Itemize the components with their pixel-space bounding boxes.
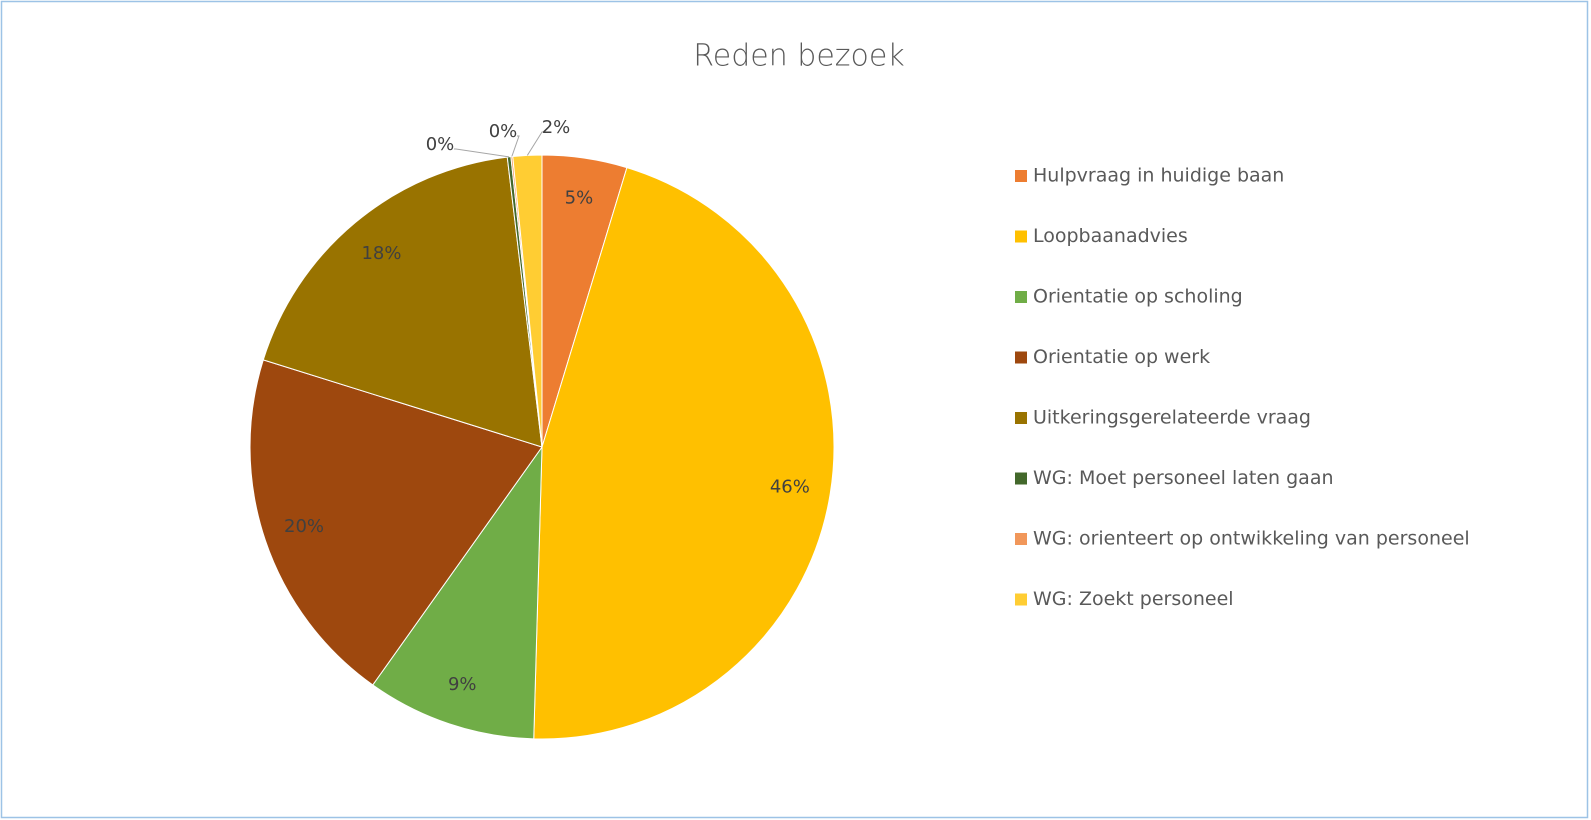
leader-line (526, 131, 544, 156)
leader-line (454, 148, 510, 158)
data-label: 0% (489, 121, 518, 142)
legend-swatch (1015, 170, 1027, 182)
pie-slice (249, 359, 543, 686)
pie-slice (372, 445, 543, 740)
legend-label: Orientatie op werk (1033, 346, 1210, 368)
data-label: 18% (361, 243, 401, 264)
chart-title: Reden bezoek (693, 39, 904, 74)
data-label: 0% (426, 134, 455, 155)
leader-line (511, 135, 520, 157)
data-label: 20% (284, 516, 324, 537)
legend-swatch (1015, 593, 1027, 606)
legend-label: Loopbaanadvies (1033, 225, 1188, 247)
legend-label: WG: Zoekt personeel (1033, 588, 1234, 610)
legend-label: Orientatie op scholing (1033, 286, 1243, 308)
legend-swatch (1015, 230, 1027, 243)
legend-label: WG: orienteert op ontwikkeling van perso… (1033, 528, 1470, 550)
data-label: 9% (448, 674, 477, 695)
pie-slice (262, 156, 543, 448)
pie-slice (533, 166, 835, 740)
legend-swatch (1015, 472, 1027, 485)
legend-swatch (1015, 351, 1027, 364)
legend-swatch (1015, 533, 1027, 545)
data-label: 2% (542, 117, 571, 138)
data-label: 5% (565, 188, 594, 209)
legend-label: Hulpvraag in huidige baan (1033, 165, 1284, 187)
legend-label: WG: Moet personeel laten gaan (1033, 467, 1334, 489)
legend-label: Uitkeringsgerelateerde vraag (1033, 407, 1311, 429)
legend-swatch (1015, 291, 1027, 303)
legend-swatch (1015, 412, 1027, 424)
data-label: 46% (770, 476, 810, 497)
